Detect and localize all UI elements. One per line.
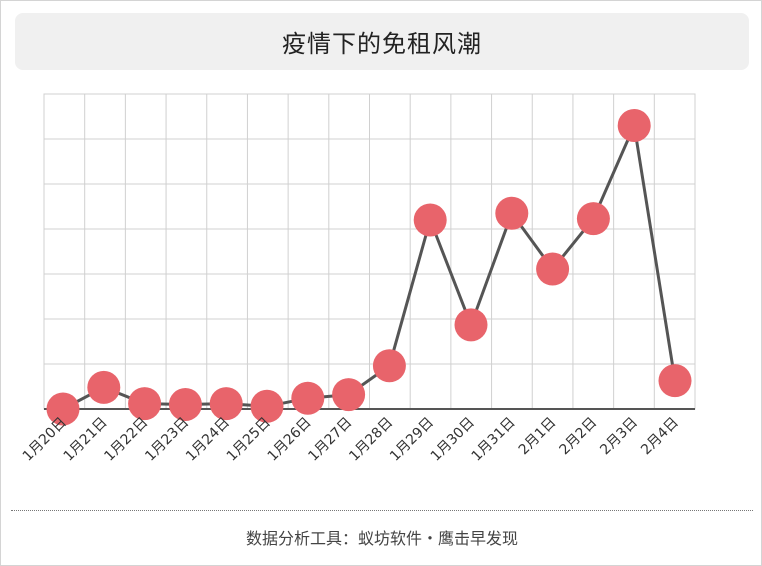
x-tick-label: 1月28日	[346, 415, 396, 465]
x-tick-label: 2月4日	[638, 415, 682, 459]
data-point	[332, 378, 366, 412]
data-point	[576, 202, 610, 236]
data-point	[209, 387, 243, 421]
x-tick-label: 2月2日	[557, 415, 601, 459]
footer-credit: 数据分析工具：蚁坊软件・鹰击早发现	[245, 529, 518, 548]
data-point	[495, 196, 529, 230]
data-point	[46, 392, 80, 426]
data-point	[658, 364, 692, 398]
line-chart: 1月20日1月21日1月22日1月23日1月24日1月25日1月26日1月27日…	[20, 93, 696, 465]
x-tick-label: 1月30日	[428, 415, 478, 465]
title-bar: 疫情下的免租风潮	[15, 13, 749, 70]
data-point	[372, 349, 406, 383]
x-tick-label: 1月27日	[305, 415, 355, 465]
x-tick-label: 1月26日	[265, 415, 315, 465]
x-tick-label: 1月20日	[20, 415, 70, 465]
footer-divider	[11, 510, 753, 511]
data-point	[128, 387, 162, 421]
data-point	[536, 252, 570, 286]
chart-title: 疫情下的免租风潮	[282, 30, 482, 58]
data-point	[617, 109, 651, 142]
series-line	[62, 124, 677, 411]
x-tick-label: 2月1日	[516, 415, 560, 459]
x-tick-label: 1月31日	[469, 415, 519, 465]
data-point	[291, 381, 325, 415]
x-tick-label: 1月25日	[224, 415, 274, 465]
x-tick-label: 1月24日	[183, 415, 233, 465]
data-point	[454, 308, 488, 342]
x-tick-label: 1月22日	[101, 415, 151, 465]
data-point	[87, 370, 121, 404]
x-tick-label: 2月3日	[597, 415, 641, 459]
x-tick-label: 1月23日	[142, 415, 192, 465]
x-tick-label: 1月29日	[387, 415, 437, 465]
data-point	[250, 389, 284, 423]
data-point	[413, 203, 447, 237]
data-point	[168, 388, 202, 421]
